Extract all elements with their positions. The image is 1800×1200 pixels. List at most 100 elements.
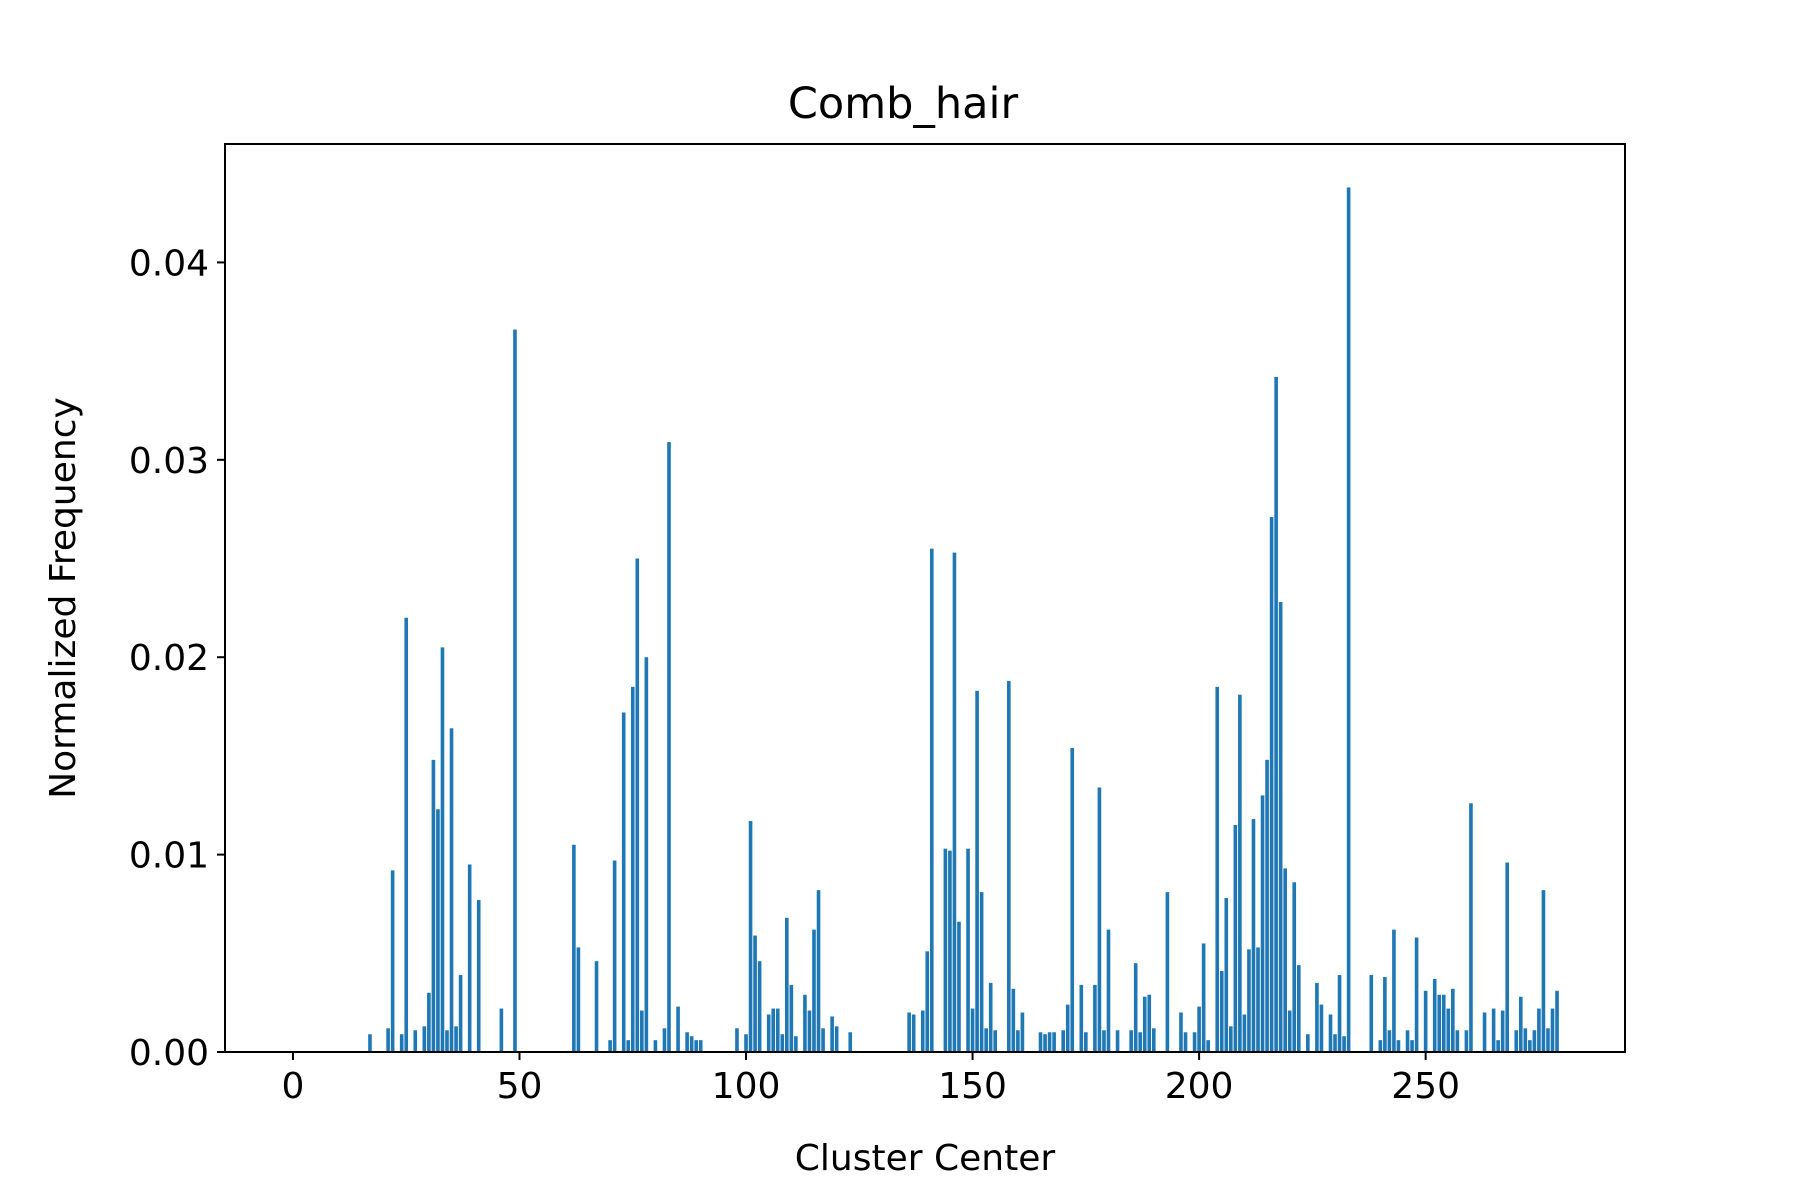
bar-31 (431, 759, 436, 1052)
x-axis-label: Cluster Center (795, 1138, 1056, 1179)
bar-253 (1437, 994, 1442, 1052)
bar-221 (1292, 882, 1297, 1052)
bar-270 (1514, 1030, 1519, 1052)
bar-274 (1532, 1030, 1537, 1052)
bar-177 (1093, 984, 1097, 1052)
bar-242 (1387, 1030, 1392, 1052)
x-tick-label: 250 (1391, 1066, 1460, 1107)
bar-167 (1047, 1032, 1052, 1052)
bar-278 (1550, 1008, 1555, 1052)
bar-231 (1337, 975, 1342, 1052)
bar-175 (1084, 1032, 1088, 1052)
bar-146 (952, 552, 957, 1052)
bar-67 (594, 961, 599, 1052)
bar-62 (572, 844, 576, 1052)
bar-197 (1183, 1032, 1188, 1052)
bar-174 (1079, 984, 1084, 1052)
bar-24 (399, 1034, 404, 1052)
bar-102 (753, 935, 757, 1052)
bar-179 (1102, 1030, 1106, 1052)
bar-32 (436, 809, 440, 1052)
bar-73 (621, 712, 626, 1052)
bar-154 (988, 982, 993, 1052)
bar-248 (1414, 937, 1419, 1052)
x-axis: 0 50 100 150 200 250 (282, 1052, 1460, 1107)
bar-159 (1011, 988, 1016, 1052)
bar-119 (830, 1016, 834, 1052)
bar-105 (766, 1014, 771, 1052)
bar-25 (404, 617, 409, 1052)
bar-76 (635, 558, 640, 1052)
plot-frame (224, 143, 1626, 1053)
bar-240 (1378, 1040, 1383, 1052)
bar-77 (640, 1010, 644, 1052)
bar-256 (1451, 988, 1455, 1052)
bar-75 (630, 686, 635, 1052)
bar-30 (427, 992, 431, 1052)
y-tick-label: 0.04 (129, 243, 209, 284)
bar-199 (1192, 1032, 1197, 1052)
x-tick-label: 200 (1165, 1066, 1234, 1107)
bar-78 (644, 657, 649, 1052)
bar-206 (1224, 898, 1229, 1052)
bar-82 (662, 1028, 667, 1052)
bar-89 (694, 1040, 699, 1052)
bar-190 (1151, 1028, 1156, 1052)
bar-114 (807, 1010, 812, 1052)
bar-41 (476, 900, 481, 1052)
bar-267 (1500, 1010, 1505, 1052)
bar-80 (653, 1040, 658, 1052)
bar-123 (848, 1032, 853, 1052)
bar-171 (1065, 1004, 1070, 1052)
bar-46 (499, 1008, 504, 1052)
bar-137 (911, 1014, 916, 1052)
bar-180 (1106, 929, 1111, 1052)
bar-153 (984, 1028, 988, 1052)
chart-title: Comb_hair (788, 79, 1019, 129)
bar-39 (467, 864, 472, 1052)
y-axis: 0.00 0.01 0.02 0.03 0.04 (129, 243, 225, 1074)
bar-260 (1469, 803, 1473, 1052)
bar-178 (1097, 787, 1102, 1052)
bars-group (368, 187, 1559, 1052)
bar-252 (1432, 978, 1437, 1052)
bar-107 (775, 1008, 780, 1052)
bar-218 (1278, 601, 1283, 1052)
bar-265 (1491, 1008, 1496, 1052)
bar-212 (1251, 819, 1256, 1052)
bar-188 (1142, 996, 1147, 1052)
bar-145 (948, 850, 952, 1052)
bar-220 (1287, 1010, 1292, 1052)
bar-277 (1546, 1028, 1550, 1052)
bar-250 (1423, 990, 1428, 1052)
x-tick-label: 100 (712, 1066, 781, 1107)
bar-161 (1020, 1012, 1025, 1052)
bar-27 (413, 1030, 418, 1052)
bar-254 (1441, 994, 1446, 1052)
bar-272 (1523, 1028, 1528, 1052)
bar-140 (925, 951, 930, 1052)
y-tick-label: 0.00 (129, 1033, 209, 1074)
bar-36 (454, 1026, 458, 1052)
bar-85 (676, 1006, 680, 1052)
bar-170 (1061, 1030, 1065, 1052)
bar-106 (771, 1008, 776, 1052)
bar-259 (1464, 1030, 1469, 1052)
bar-33 (440, 647, 445, 1052)
bar-238 (1369, 975, 1374, 1052)
bar-17 (368, 1034, 372, 1052)
bar-186 (1133, 963, 1138, 1052)
bar-200 (1197, 1006, 1201, 1052)
bar-233 (1346, 187, 1351, 1052)
bar-213 (1256, 947, 1260, 1052)
bar-196 (1179, 1012, 1183, 1052)
bar-279 (1555, 990, 1559, 1052)
bar-113 (803, 994, 807, 1052)
bar-141 (929, 548, 934, 1052)
bar-210 (1242, 1014, 1247, 1052)
bar-263 (1482, 1012, 1487, 1052)
bar-152 (979, 892, 984, 1052)
bar-74 (626, 1040, 631, 1052)
bar-29 (422, 1026, 427, 1052)
bar-34 (445, 1030, 449, 1052)
